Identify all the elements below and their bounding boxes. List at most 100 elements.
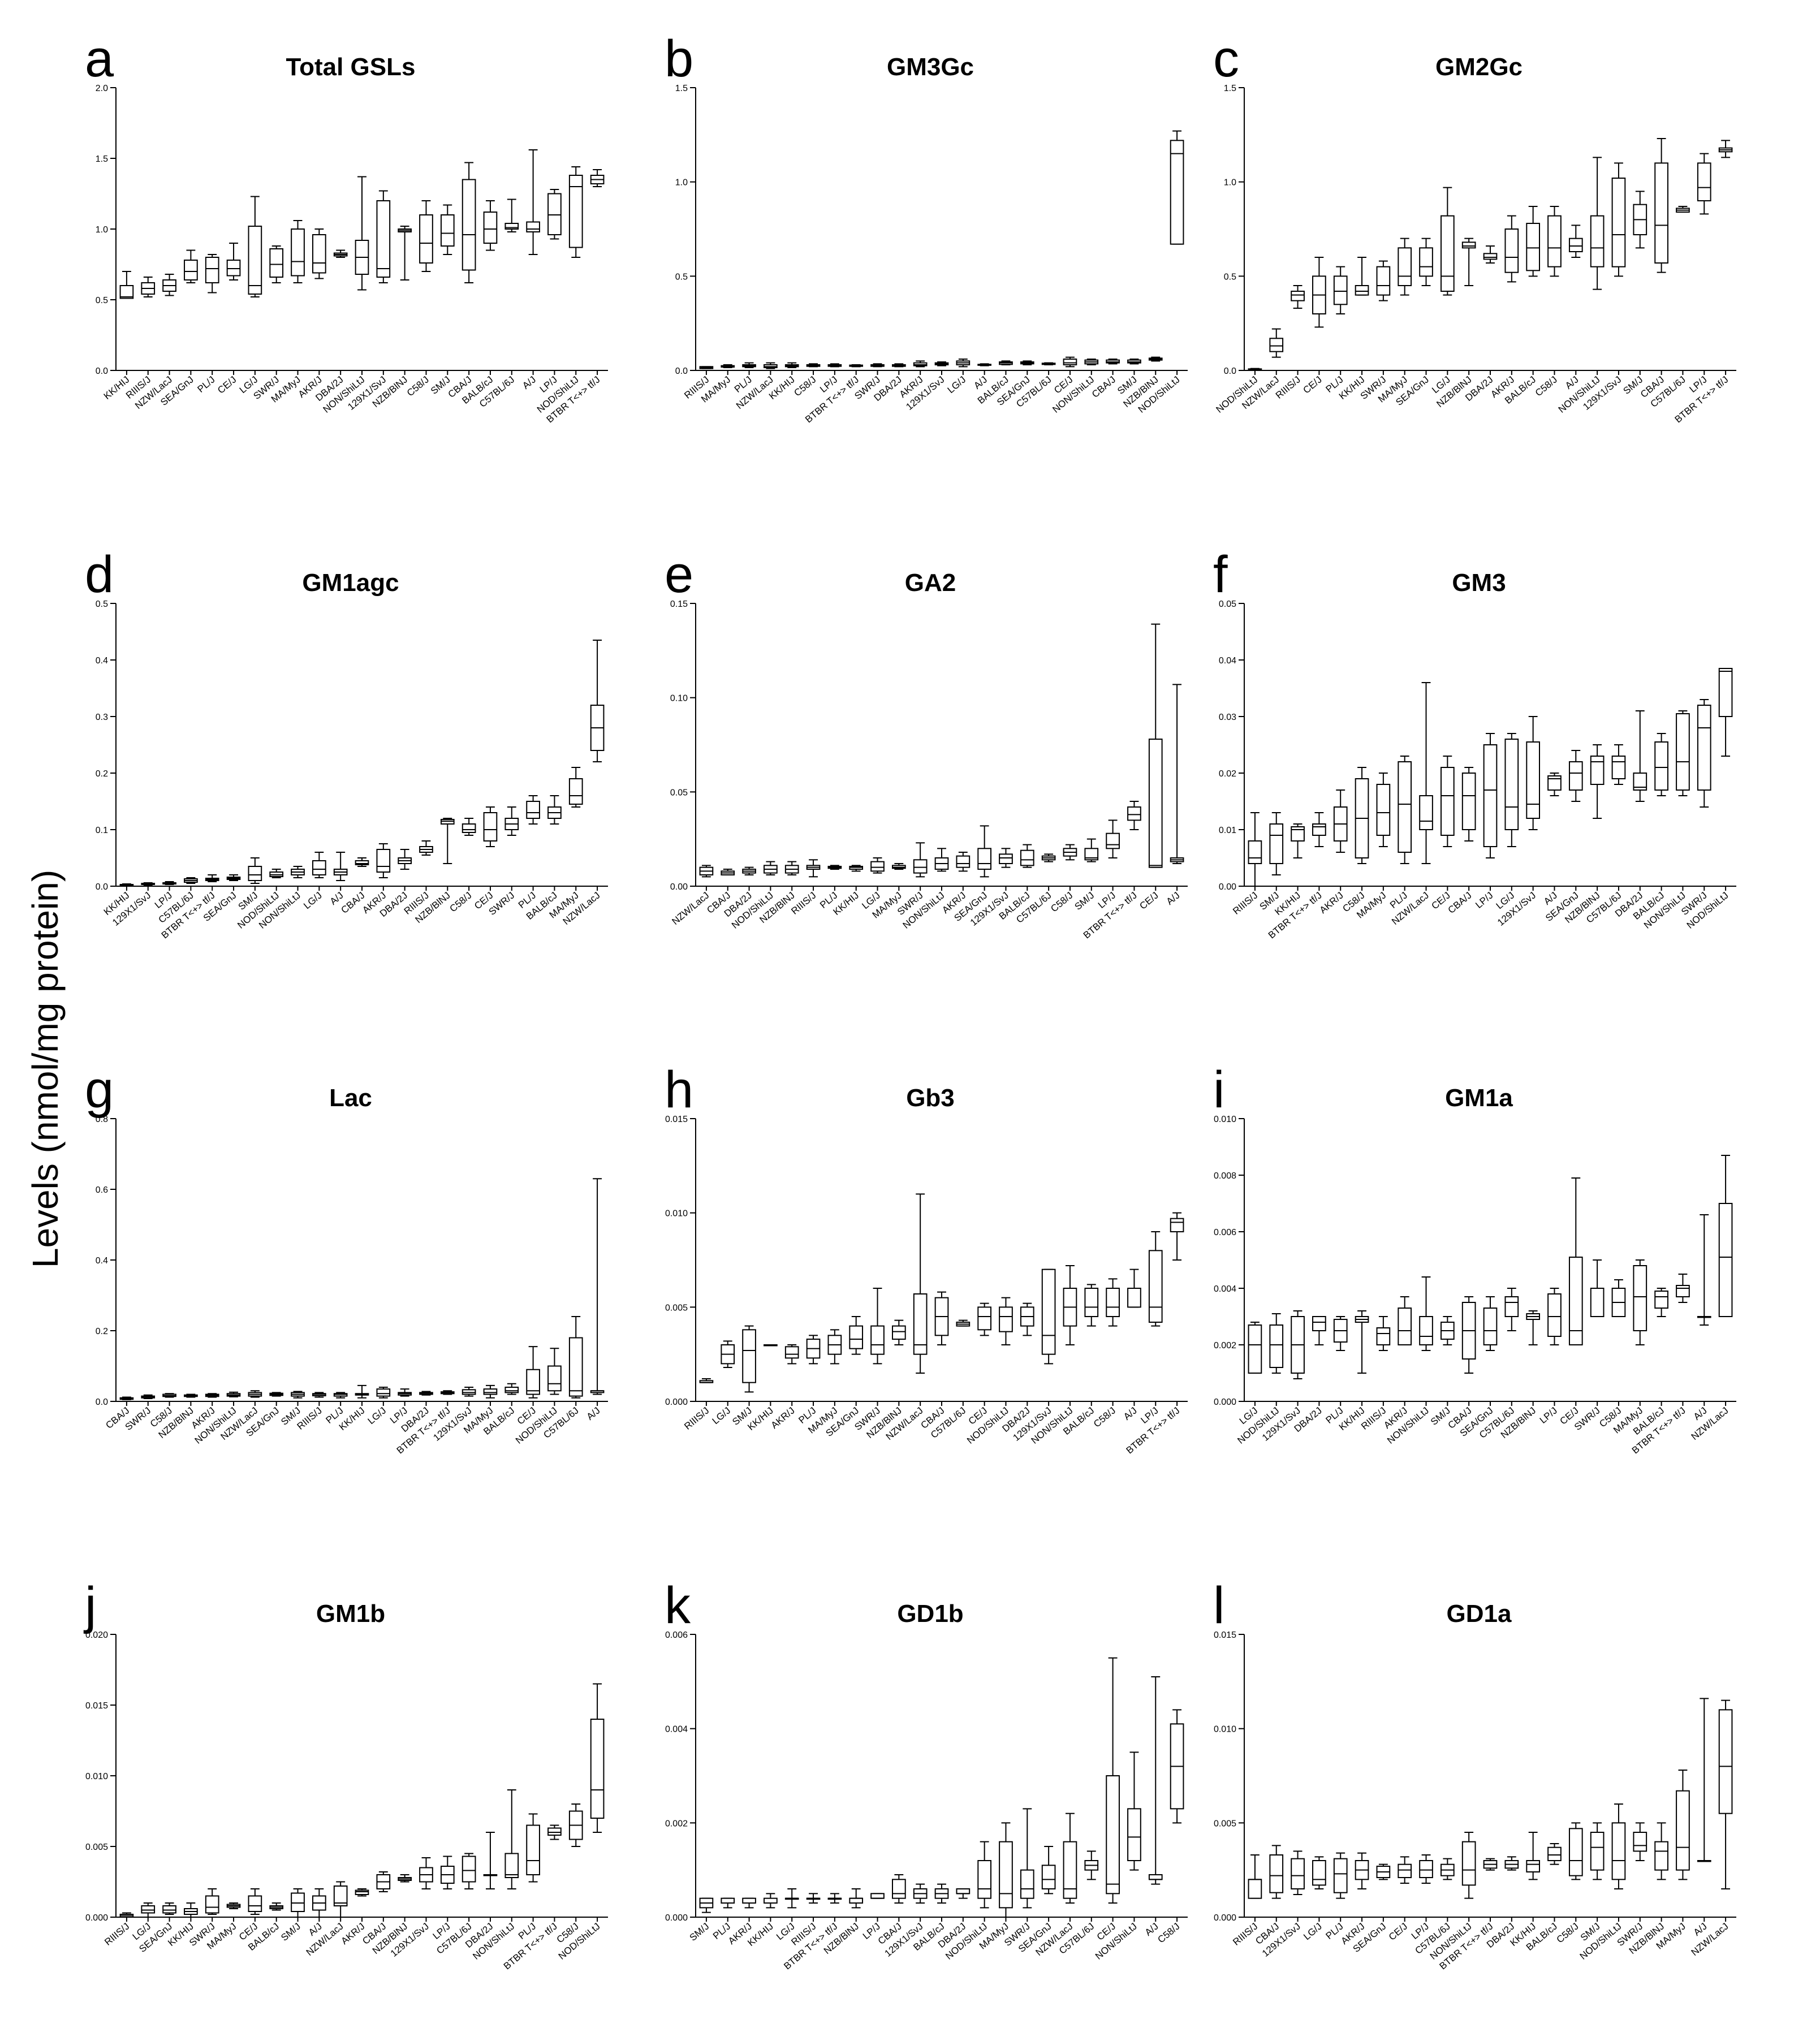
box-19 xyxy=(1633,710,1648,802)
box-iqr xyxy=(784,1346,799,1359)
panel-f: f GM30.000.010.020.030.040.05RIIIS/JSM/JK… xyxy=(1213,546,1736,940)
box-17 xyxy=(462,1853,476,1889)
box-14 xyxy=(977,363,991,366)
box-iqr xyxy=(355,1889,369,1895)
box-16 xyxy=(1020,844,1034,868)
x-tick-label: SM/J xyxy=(279,1921,303,1943)
box-11 xyxy=(1461,1296,1476,1374)
box-iqr xyxy=(462,179,476,271)
y-tick-label: 0.05 xyxy=(1219,599,1236,609)
box-8 xyxy=(849,865,864,872)
box-21 xyxy=(1127,359,1141,365)
box-iqr xyxy=(1697,162,1711,202)
x-tick-label: SM/J xyxy=(688,1921,711,1943)
box-23 xyxy=(590,169,605,187)
x-tick-label: A/J xyxy=(1122,1405,1139,1422)
box-2 xyxy=(721,869,735,876)
box-4 xyxy=(184,249,198,283)
y-tick-label: 0.006 xyxy=(665,1630,688,1640)
panel-letter: d xyxy=(85,546,114,603)
box-10 xyxy=(1441,1316,1455,1345)
box-iqr xyxy=(269,248,284,278)
box-21 xyxy=(1676,206,1690,213)
panel-title: GM3Gc xyxy=(887,53,974,81)
box-23 xyxy=(590,1683,605,1833)
y-tick-label: 0.000 xyxy=(665,1397,688,1407)
box-7 xyxy=(248,196,262,297)
box-21 xyxy=(547,1348,562,1395)
box-14 xyxy=(977,1841,991,1909)
y-tick-label: 0.0 xyxy=(675,366,688,376)
box-9 xyxy=(870,857,885,874)
box-14 xyxy=(977,1302,991,1336)
box-5 xyxy=(205,1888,219,1915)
box-2 xyxy=(721,1340,735,1368)
box-iqr xyxy=(1633,773,1648,791)
y-tick-label: 0.4 xyxy=(96,1256,108,1266)
box-5 xyxy=(1333,1316,1348,1351)
box-iqr xyxy=(849,1897,864,1904)
box-22 xyxy=(1148,623,1163,868)
x-tick-label: RIIIS/J xyxy=(1231,890,1260,917)
x-tick-label: RIIIS/J xyxy=(1359,1405,1388,1432)
box-iqr xyxy=(1633,1832,1648,1852)
box-18 xyxy=(1063,1265,1077,1345)
box-22 xyxy=(1697,699,1711,808)
box-iqr xyxy=(1483,253,1498,260)
box-iqr xyxy=(291,1892,305,1912)
box-15 xyxy=(1547,1843,1562,1865)
box-iqr xyxy=(1611,756,1626,779)
box-15 xyxy=(1547,206,1562,277)
box-iqr xyxy=(1106,1288,1120,1317)
y-tick-label: 0.015 xyxy=(1214,1630,1236,1640)
box-22 xyxy=(1148,1231,1163,1327)
box-8 xyxy=(1398,756,1412,864)
x-tick-label: A/J xyxy=(585,1405,602,1422)
box-8 xyxy=(1398,1856,1412,1884)
panel-letter: c xyxy=(1213,30,1239,88)
x-tick-label: C58/J xyxy=(405,374,431,399)
panel-title: GA2 xyxy=(905,569,956,597)
box-14 xyxy=(398,1388,412,1397)
y-tick-label: 1.0 xyxy=(96,225,108,235)
y-tick-label: 0.0 xyxy=(96,882,108,892)
box-9 xyxy=(870,1288,885,1365)
box-iqr xyxy=(1269,823,1284,864)
x-tick-label: A/J xyxy=(520,374,538,391)
x-tick-label: C58/J xyxy=(447,890,473,914)
box-17 xyxy=(1590,1822,1605,1880)
box-iqr xyxy=(1248,840,1262,864)
box-12 xyxy=(355,1384,369,1399)
panel-letter: h xyxy=(665,1061,693,1119)
box-9 xyxy=(1419,1276,1433,1351)
box-iqr xyxy=(913,1293,928,1355)
box-7 xyxy=(248,1888,262,1915)
box-21 xyxy=(1127,801,1141,830)
box-iqr xyxy=(1547,1293,1562,1337)
x-tick-label: C58/J xyxy=(1555,1921,1581,1945)
box-5 xyxy=(784,861,799,875)
panel-i: i GM1a0.0000.0020.0040.0060.0080.010LG/JN… xyxy=(1213,1061,1736,1456)
box-iqr xyxy=(1654,1291,1668,1309)
box-17 xyxy=(1041,853,1056,862)
box-11 xyxy=(1461,238,1476,286)
box-8 xyxy=(269,1902,284,1911)
x-tick-label: KK/HIJ xyxy=(102,374,132,402)
y-tick-label: 0.002 xyxy=(665,1819,688,1828)
box-iqr xyxy=(1547,1846,1562,1862)
box-15 xyxy=(1547,773,1562,796)
box-22 xyxy=(1697,153,1711,215)
box-1 xyxy=(119,1396,134,1400)
box-18 xyxy=(1063,844,1077,861)
box-17 xyxy=(462,162,476,283)
box-iqr xyxy=(1547,215,1562,267)
box-1 xyxy=(1248,1854,1262,1899)
box-23 xyxy=(1718,1699,1733,1889)
box-iqr xyxy=(119,285,134,299)
box-23 xyxy=(1170,684,1184,864)
box-20 xyxy=(526,149,540,255)
box-iqr xyxy=(440,214,455,247)
box-16 xyxy=(1568,225,1583,258)
box-15 xyxy=(999,360,1013,365)
box-iqr xyxy=(1312,1860,1326,1886)
